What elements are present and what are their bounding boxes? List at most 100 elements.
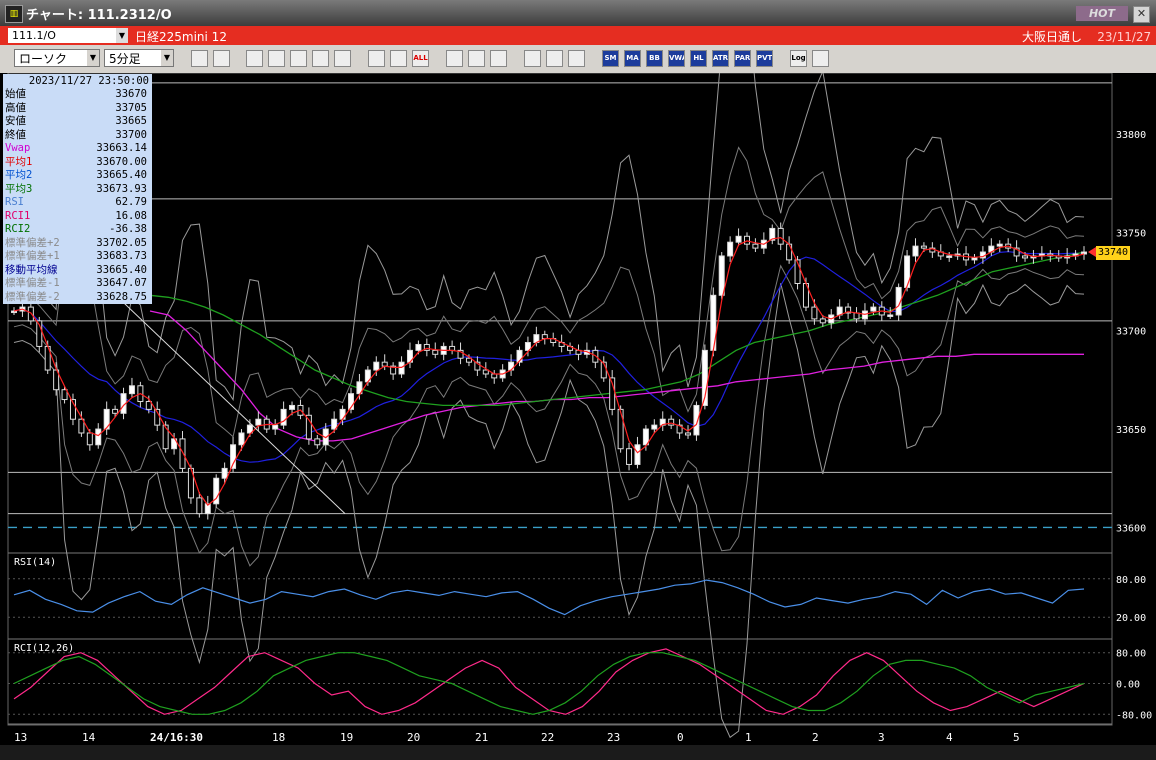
info-row-label: 高値 xyxy=(5,101,26,114)
candle-body xyxy=(61,389,68,401)
candle-body xyxy=(86,432,93,446)
info-row-value: 33683.73 xyxy=(96,250,147,262)
x-tick-label: 5 xyxy=(1013,731,1020,744)
price-marker-arrow xyxy=(1088,247,1096,258)
candle-body xyxy=(735,235,742,243)
candle-body xyxy=(786,243,793,261)
app-icon: ▥ xyxy=(5,5,23,23)
info-datetime: 2023/11/27 23:50:00 xyxy=(28,75,149,87)
trend-line xyxy=(119,298,346,514)
candle-body xyxy=(794,259,801,284)
candle-body xyxy=(996,243,1003,247)
toolbar-bb-button[interactable]: BB xyxy=(646,50,663,67)
toolbar-vwap-button[interactable]: VWAP xyxy=(668,50,685,67)
interval-select[interactable]: 5分足 ▼ xyxy=(104,49,174,67)
toolbar-cursor-icon[interactable] xyxy=(468,50,485,67)
toolbar-sm-button[interactable]: SM xyxy=(602,50,619,67)
x-tick-label: 0 xyxy=(677,731,684,744)
candle-body xyxy=(769,227,776,241)
candle-body xyxy=(887,314,894,317)
close-icon[interactable]: ✕ xyxy=(1133,6,1150,23)
toolbar-period-icon[interactable] xyxy=(290,50,307,67)
info-row: 標準偏差+1 33683.73 xyxy=(5,250,149,263)
candle-body xyxy=(634,444,641,465)
std-band-line xyxy=(13,73,1085,402)
candle-body xyxy=(617,408,624,450)
toolbar-search-icon[interactable] xyxy=(191,50,208,67)
toolbar-window-icon[interactable] xyxy=(812,50,829,67)
toolbar-crosshair-icon[interactable] xyxy=(213,50,230,67)
x-tick-label: 18 xyxy=(272,731,285,744)
symbol-input[interactable]: 111.1/O ▼ xyxy=(8,28,128,43)
toolbar-pvt-button[interactable]: PVT xyxy=(756,50,773,67)
toolbar-arrow-icon[interactable] xyxy=(490,50,507,67)
toolbar-settings-icon[interactable] xyxy=(524,50,541,67)
info-row-label: 移動平均線 xyxy=(5,263,58,276)
info-row-label: RCI2 xyxy=(5,223,31,235)
info-row-label: 標準偏差+1 xyxy=(5,250,60,262)
candle-body xyxy=(246,424,253,434)
toolbar-box-icon[interactable] xyxy=(390,50,407,67)
hot-button[interactable]: HOT xyxy=(1076,6,1128,21)
std-band-line xyxy=(13,264,1085,567)
info-row-label: 標準偏差-1 xyxy=(5,277,60,289)
toolbar-zoom-icon[interactable] xyxy=(268,50,285,67)
candle-body xyxy=(373,361,380,371)
toolbar-tools-icon[interactable] xyxy=(546,50,563,67)
candle-body xyxy=(457,349,464,359)
y-tick-label: 33600 xyxy=(1116,523,1146,534)
info-row-value: 33705 xyxy=(115,101,147,114)
scroll-strip[interactable] xyxy=(0,745,1156,760)
toolbar-multi-icon[interactable] xyxy=(312,50,329,67)
chart-style-value: ローソク xyxy=(19,52,68,66)
candle-body xyxy=(861,310,868,320)
rci-tick-label: -80.00 xyxy=(1116,710,1152,721)
toolbar-hl-button[interactable]: HL xyxy=(690,50,707,67)
info-row-label: 始値 xyxy=(5,88,26,100)
info-row: RCI2 -36.38 xyxy=(5,223,149,236)
ma1-line xyxy=(13,236,1085,506)
toolbar-lines-icon[interactable] xyxy=(368,50,385,67)
chevron-down-icon[interactable]: ▼ xyxy=(87,50,99,66)
candle-body xyxy=(465,357,472,363)
chart-frame xyxy=(7,73,1113,726)
toolbar-all-button[interactable]: ALL xyxy=(412,50,429,67)
x-tick-label: 21 xyxy=(475,731,488,744)
window-titlebar: ▥ チャート: 111.2312/O xyxy=(0,0,1156,26)
chevron-down-icon[interactable]: ▼ xyxy=(116,28,128,43)
info-row-label: RCI1 xyxy=(5,209,31,222)
candle-body xyxy=(162,424,169,450)
info-row: 標準偏差-2 33628.75 xyxy=(5,291,149,304)
info-row: 標準偏差+2 33702.05 xyxy=(5,237,149,250)
toolbar-log-button[interactable]: Log xyxy=(790,50,807,67)
chart-style-select[interactable]: ローソク ▼ xyxy=(14,49,100,67)
chevron-down-icon[interactable]: ▼ xyxy=(161,50,173,66)
candle-body xyxy=(221,467,228,479)
candle-body xyxy=(1022,255,1029,259)
rci-tick-label: 80.00 xyxy=(1116,649,1146,660)
rci1-line xyxy=(13,648,1085,715)
toolbar-draw-icon[interactable] xyxy=(246,50,263,67)
candle-body xyxy=(920,245,927,249)
info-row-value: -36.38 xyxy=(109,223,147,235)
candle-body xyxy=(971,257,978,261)
candle-body xyxy=(171,438,178,450)
candle-body xyxy=(112,408,119,414)
candle-body xyxy=(1013,247,1020,257)
toolbar-ma-button[interactable]: MA xyxy=(624,50,641,67)
toolbar-par-button[interactable]: PAR xyxy=(734,50,751,67)
vwap-line xyxy=(149,310,1084,442)
toolbar-blank-icon[interactable] xyxy=(334,50,351,67)
info-row: Vwap 33663.14 xyxy=(5,142,149,155)
y-tick-label: 33750 xyxy=(1116,228,1146,239)
candle-body xyxy=(179,438,186,469)
toolbar-atr-button[interactable]: ATR xyxy=(712,50,729,67)
ma3-line xyxy=(149,251,1085,407)
rsi-tick-label: 20.00 xyxy=(1116,613,1146,624)
x-tick-label: 20 xyxy=(407,731,420,744)
candle-body xyxy=(356,381,363,395)
info-row-value: 16.08 xyxy=(115,209,147,222)
toolbar-color-icon[interactable] xyxy=(568,50,585,67)
info-row-value: 33670.00 xyxy=(96,155,147,168)
toolbar-trend-icon[interactable] xyxy=(446,50,463,67)
